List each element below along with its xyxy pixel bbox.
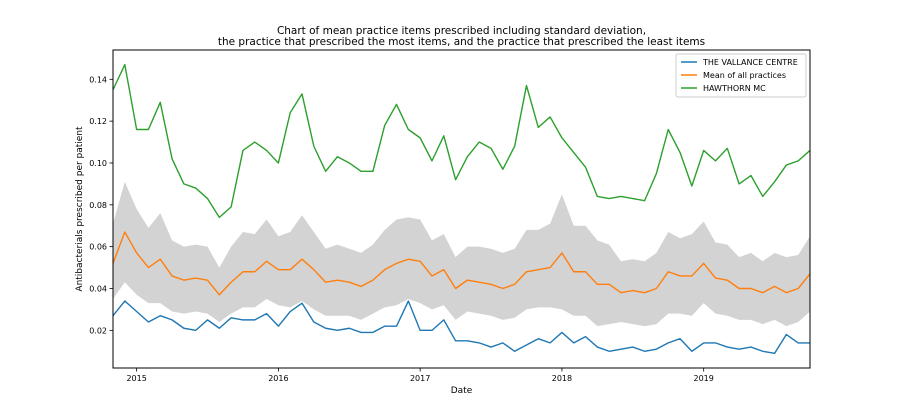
chart-title-line-2: the practice that prescribed the most it… [218, 36, 705, 48]
legend-frame [675, 53, 807, 98]
legend: THE VALLANCE CENTRE Mean of all practices… [675, 53, 807, 98]
y-axis-ticks: 0.02 0.04 0.06 0.08 0.10 0.12 0.14 [89, 75, 113, 335]
y-axis-label: Antibacterials prescribed per patient [75, 126, 85, 292]
x-tick-label: 2018 [552, 374, 572, 383]
legend-label-the-vallance-centre: THE VALLANCE CENTRE [702, 58, 798, 67]
x-axis-label: Date [451, 386, 473, 396]
series-line-the-vallance-centre [112, 300, 810, 355]
y-tick-label: 0.14 [89, 75, 107, 84]
x-axis-ticks: 2015 2016 2017 2018 2019 [126, 368, 714, 383]
std-deviation-band [113, 181, 810, 327]
y-tick-label: 0.10 [89, 159, 107, 168]
plot-frame [112, 49, 811, 369]
plot-area [112, 63, 811, 355]
x-tick-label: 2016 [268, 374, 288, 383]
y-tick-label: 0.06 [89, 243, 107, 252]
y-tick-label: 0.02 [89, 326, 107, 335]
chart-title-line-1: Chart of mean practice items prescribed … [277, 25, 646, 37]
y-tick-label: 0.08 [89, 201, 107, 210]
y-tick-label: 0.12 [89, 117, 107, 126]
y-tick-label: 0.04 [89, 285, 107, 294]
legend-label-mean-of-all-practices: Mean of all practices [703, 71, 786, 80]
std-band-layer [113, 181, 810, 327]
x-tick-label: 2017 [410, 374, 430, 383]
series-line-mean-of-all-practices [112, 231, 811, 296]
series-line-hawthorn-mc [112, 63, 811, 219]
x-tick-label: 2015 [126, 374, 146, 383]
x-tick-label: 2019 [693, 374, 713, 383]
legend-label-hawthorn-mc: HAWTHORN MC [703, 84, 766, 93]
series-layer [112, 63, 811, 355]
